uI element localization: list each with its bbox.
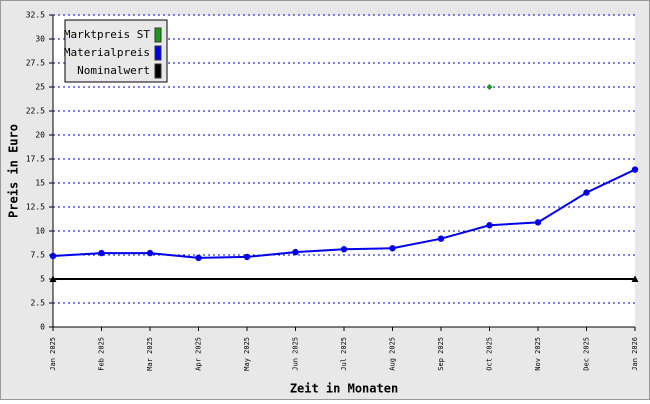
point-marker <box>437 235 445 242</box>
x-tick-label: May 2025 <box>243 337 251 371</box>
y-tick-label: 17.5 <box>26 155 45 164</box>
x-tick-label: Aug 2025 <box>389 337 397 371</box>
point-marker <box>583 189 590 196</box>
legend-label: Marktpreis ST <box>64 28 150 41</box>
x-tick-label: Oct 2025 <box>486 337 494 371</box>
point-marker <box>98 249 105 257</box>
y-tick-label: 30 <box>35 35 45 44</box>
legend-swatch <box>154 27 162 43</box>
x-tick-label: Jan 2026 <box>631 337 639 371</box>
point-marker <box>49 275 57 282</box>
x-axis-title: Zeit in Monaten <box>290 382 398 396</box>
legend-label: Materialpreis <box>64 46 150 59</box>
y-axis-title: Preis in Euro <box>7 124 21 218</box>
point-marker <box>534 219 542 226</box>
y-tick-label: 25 <box>35 83 45 92</box>
point-marker <box>486 84 493 90</box>
y-tick-label: 32.5 <box>26 11 45 20</box>
y-tick-label: 27.5 <box>26 59 45 68</box>
x-tick-label: Feb 2025 <box>98 337 106 371</box>
y-tick-label: 5 <box>40 275 45 284</box>
y-tick-label: 10 <box>35 227 45 236</box>
x-tick-label: Jul 2025 <box>340 337 348 371</box>
point-marker <box>486 222 493 229</box>
point-marker <box>49 252 57 260</box>
point-marker <box>340 246 348 253</box>
point-marker <box>195 254 202 262</box>
point-marker <box>292 248 299 256</box>
x-tick-label: Jun 2025 <box>292 337 300 371</box>
y-tick-label: 0 <box>40 323 45 332</box>
point-marker <box>389 245 396 252</box>
y-tick-label: 7.5 <box>31 251 46 260</box>
legend-box <box>64 19 168 83</box>
x-tick-label: Nov 2025 <box>534 337 542 371</box>
x-tick-label: Dec 2025 <box>583 337 591 371</box>
x-tick-label: Sep 2025 <box>437 337 445 371</box>
y-tick-label: 22.5 <box>26 107 45 116</box>
point-marker <box>243 253 251 261</box>
y-tick-label: 15 <box>35 179 45 188</box>
point-marker <box>631 275 639 282</box>
x-tick-label: Apr 2025 <box>195 337 203 371</box>
legend-label: Nominalwert <box>77 64 150 77</box>
y-tick-label: 2.5 <box>31 299 46 308</box>
point-marker <box>146 249 154 257</box>
x-tick-label: Jan 2025 <box>49 337 57 371</box>
legend-swatch <box>154 45 162 61</box>
legend-swatch <box>154 63 162 79</box>
x-tick-label: Mar 2025 <box>146 337 154 371</box>
point-marker <box>631 166 639 173</box>
y-tick-label: 20 <box>35 131 45 140</box>
y-tick-label: 12.5 <box>26 203 45 212</box>
